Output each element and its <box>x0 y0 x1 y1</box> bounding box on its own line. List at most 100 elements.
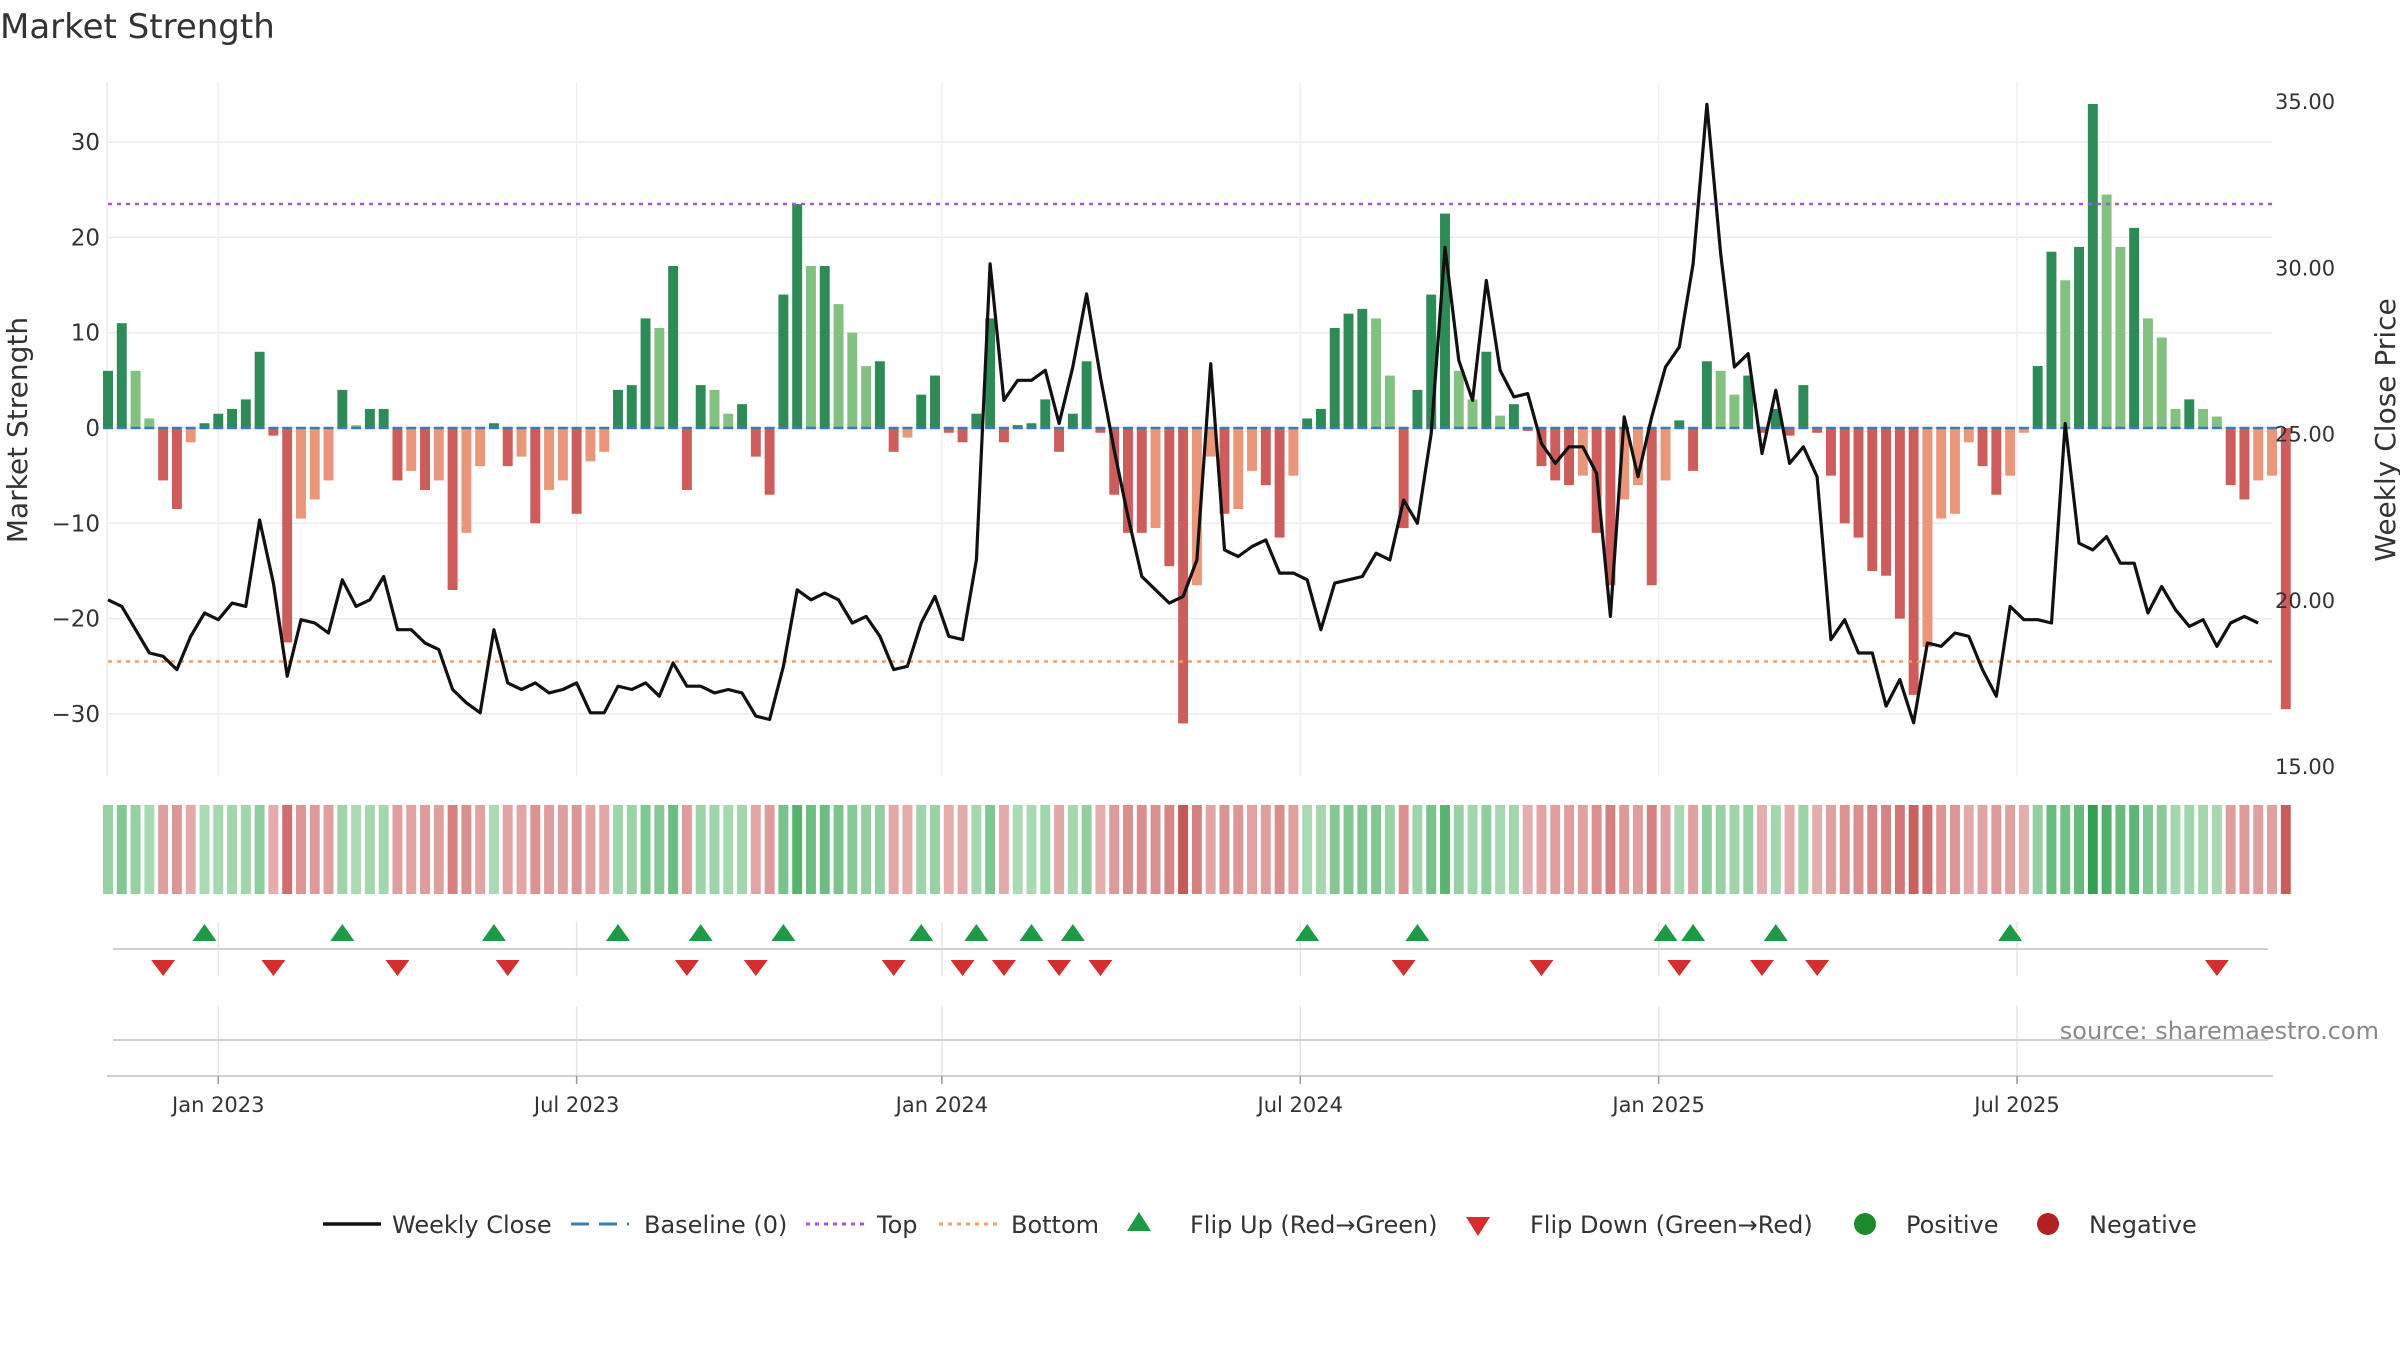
heat-cell <box>1798 805 1809 894</box>
strength-bar <box>420 428 430 490</box>
flip-up-marker <box>192 924 217 941</box>
strength-bar <box>2046 251 2057 428</box>
heat-cell <box>1536 805 1547 894</box>
flip-markers <box>151 924 2229 976</box>
heat-cell <box>1674 805 1685 894</box>
heat-cell <box>1646 805 1657 894</box>
strength-bar <box>2156 337 2167 428</box>
heat-cell <box>723 805 734 894</box>
heat-cell <box>1770 805 1781 894</box>
heat-cell <box>764 805 775 894</box>
strength-bar <box>723 413 734 428</box>
x-tick-label: Jul 2023 <box>532 1093 619 1117</box>
left-axis-label: Market Strength <box>1 317 34 543</box>
strength-bar <box>1646 428 1657 586</box>
heat-cell <box>2032 805 2043 894</box>
heat-cell <box>2211 805 2222 894</box>
heat-cell <box>2060 805 2071 894</box>
strength-bar <box>351 425 362 428</box>
heat-cell <box>792 805 803 894</box>
strength-bar <box>199 423 210 428</box>
legend-flip-up-swatch <box>1127 1212 1151 1231</box>
heat-cell <box>1136 805 1147 894</box>
strength-bar <box>971 413 982 428</box>
flip-up-marker <box>605 924 630 941</box>
heat-cell <box>158 805 169 894</box>
strength-bar <box>1632 428 1643 486</box>
strength-bar <box>902 428 913 438</box>
strength-bar <box>1757 428 1767 433</box>
heat-cell <box>420 805 430 894</box>
left-tick-label: −30 <box>51 702 100 728</box>
heat-cell <box>2074 805 2084 894</box>
x-axis-ticks: Jan 2023 Jul 2023 Jan 2024 Jul 2024 Jan 2025… <box>170 1076 2060 1117</box>
strength-bar <box>1343 313 1354 428</box>
strength-bar <box>998 428 1009 443</box>
strength-bar <box>309 428 320 500</box>
heat-cell <box>1825 805 1836 894</box>
heat-cell <box>1440 805 1450 894</box>
strength-bar <box>805 265 816 428</box>
heat-cell <box>144 805 155 894</box>
heat-cell <box>1950 805 1960 894</box>
heat-cell <box>475 805 486 894</box>
heat-cell <box>364 805 375 894</box>
strength-bar <box>1302 418 1313 428</box>
strength-bar <box>1095 428 1106 433</box>
heat-cell <box>750 805 761 894</box>
strength-bar <box>1178 428 1189 724</box>
strength-bar <box>1426 294 1437 428</box>
heat-cell <box>227 805 238 894</box>
strength-bar <box>1674 420 1685 428</box>
heat-cell <box>392 805 403 894</box>
heat-cell <box>902 805 913 894</box>
strength-bar <box>1357 308 1368 428</box>
x-tick-label: Jul 2024 <box>1256 1093 1343 1117</box>
heat-cell <box>130 805 141 894</box>
strength-bar <box>1550 428 1561 481</box>
strength-bar <box>433 428 444 481</box>
heat-cell <box>461 805 472 894</box>
flip-down-marker <box>1805 960 1830 976</box>
heat-cell <box>709 805 720 894</box>
heat-cell <box>613 805 623 894</box>
heat-cell <box>2046 805 2057 894</box>
x-tick-label: Jan 2025 <box>1610 1093 1705 1117</box>
strength-bar <box>323 428 334 481</box>
strength-bar <box>1536 428 1547 467</box>
heat-cell <box>1495 805 1506 894</box>
heat-cell <box>985 805 996 894</box>
strength-bar <box>516 428 527 457</box>
heat-cell <box>1371 805 1382 894</box>
heat-cell <box>1467 805 1478 894</box>
strength-bar <box>1371 318 1382 428</box>
strength-bar <box>640 318 651 428</box>
heat-cell <box>571 805 582 894</box>
heat-cell <box>1867 805 1878 894</box>
heat-cell <box>2267 805 2277 894</box>
heat-cell <box>2239 805 2250 894</box>
strength-bars <box>103 103 2291 724</box>
heat-cell <box>874 805 885 894</box>
heat-cell <box>1343 805 1354 894</box>
strength-bar <box>282 428 293 643</box>
strength-bar <box>571 428 582 514</box>
flip-down-marker <box>950 960 975 976</box>
strength-bar <box>764 428 775 495</box>
strength-bar <box>930 375 940 428</box>
heat-cell <box>1605 805 1616 894</box>
heat-cell <box>1398 805 1409 894</box>
heat-cell <box>1288 805 1299 894</box>
heat-cell <box>1357 805 1368 894</box>
strength-bar <box>364 408 375 428</box>
strength-bar <box>1440 213 1450 428</box>
flip-up-marker <box>1295 924 1320 941</box>
heat-cell <box>1412 805 1423 894</box>
heat-cell <box>2129 805 2140 894</box>
strength-heat-strip <box>103 805 2291 894</box>
source-text: source: sharemaestro.com <box>2060 1017 2379 1045</box>
flip-up-marker <box>1998 924 2023 941</box>
strength-bar <box>392 428 403 481</box>
flip-down-marker <box>2204 960 2229 976</box>
heat-cell <box>888 805 899 894</box>
